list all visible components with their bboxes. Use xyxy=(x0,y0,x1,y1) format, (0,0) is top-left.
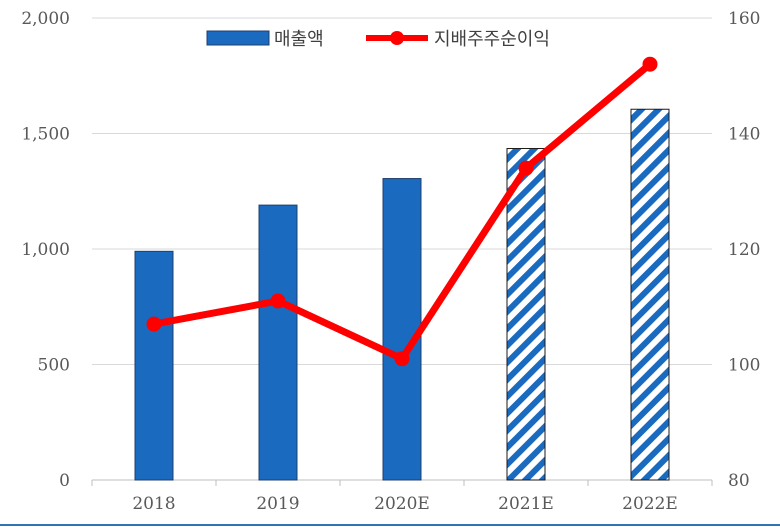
bar xyxy=(506,148,546,481)
y-right-tick-label: 80 xyxy=(728,471,750,491)
y-right-tick-label: 120 xyxy=(728,240,760,260)
line-point xyxy=(270,293,286,309)
x-tick-label: 2021E xyxy=(498,494,554,514)
bar xyxy=(258,204,298,481)
x-tick-label: 2019 xyxy=(256,494,299,514)
line-series-net-income xyxy=(146,56,658,367)
y-right-tick-label: 100 xyxy=(728,356,760,376)
line-point xyxy=(146,316,162,332)
x-tick-label: 2022E xyxy=(622,494,678,514)
bar xyxy=(630,108,670,481)
legend-label: 지배주주순이익 xyxy=(434,29,550,50)
y-left-tick-label: 500 xyxy=(38,356,70,376)
line-point xyxy=(642,56,658,72)
line-point xyxy=(394,351,410,367)
legend-label: 매출액 xyxy=(274,29,324,50)
y-right-tick-label: 140 xyxy=(728,125,760,145)
line-point xyxy=(518,160,534,176)
x-tick-label: 2018 xyxy=(132,494,175,514)
legend: 매출액 지배주주순이익 xyxy=(206,29,550,50)
y-left-tick-label: 1,000 xyxy=(21,240,70,260)
bar xyxy=(382,178,422,481)
legend-swatch-marker xyxy=(390,31,404,45)
legend-swatch-bar xyxy=(206,30,270,46)
y-left-tick-label: 1,500 xyxy=(21,125,70,145)
x-tick-label: 2020E xyxy=(374,494,430,514)
bar xyxy=(134,250,174,481)
axes: 0 80 500 100 1,000 120 1,500 140 2,000 160 2018 201… xyxy=(21,9,760,514)
y-left-tick-label: 2,000 xyxy=(21,9,70,29)
y-left-tick-label: 0 xyxy=(59,471,70,491)
bar-series-sales xyxy=(134,108,670,481)
y-right-tick-label: 160 xyxy=(728,9,760,29)
